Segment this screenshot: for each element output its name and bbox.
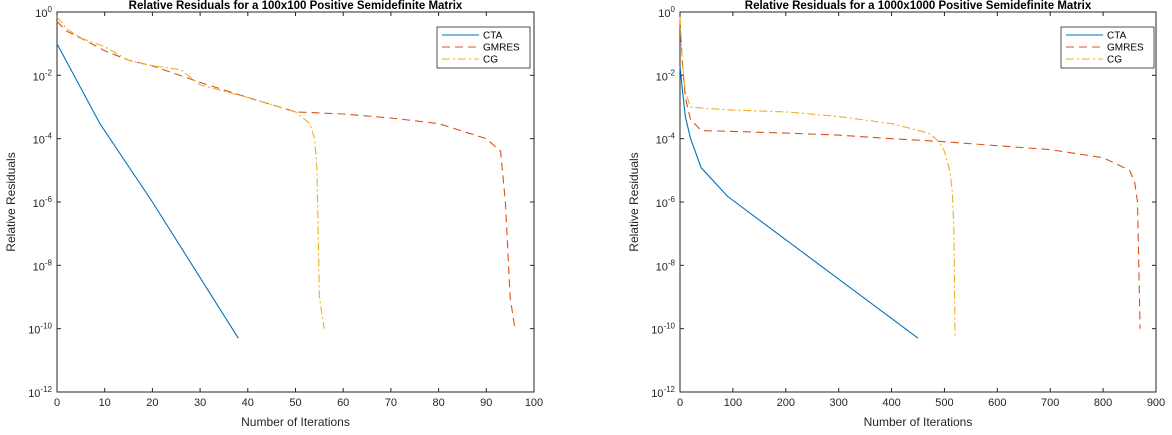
x-tick-label: 200	[777, 397, 795, 409]
x-tick-label: 20	[146, 397, 158, 409]
y-tick-label: 10-2	[33, 68, 53, 83]
x-tick-label: 300	[829, 397, 847, 409]
x-tick-label: 80	[432, 397, 444, 409]
chart-panel-1: Relative Residuals for a 100x100 Positiv…	[4, 0, 543, 429]
legend-box	[1060, 26, 1155, 69]
y-tick-label: 100	[658, 5, 675, 20]
plot-area	[56, 11, 535, 393]
y-tick-label: 10-10	[28, 322, 52, 337]
y-tick-label: 10-2	[656, 68, 676, 83]
legend-label-gmres: GMRES	[483, 43, 520, 54]
y-tick-label: 10-8	[33, 258, 53, 273]
x-tick-label: 400	[882, 397, 900, 409]
x-tick-label: 0	[677, 397, 683, 409]
y-tick-label: 10-8	[656, 258, 676, 273]
chart-panel-2: Relative Residuals for a 1000x1000 Posit…	[627, 0, 1165, 429]
x-tick-label: 100	[724, 397, 742, 409]
x-tick-label: 600	[988, 397, 1006, 409]
x-tick-label: 100	[525, 397, 543, 409]
series-line-cg	[679, 16, 956, 339]
x-tick-label: 90	[480, 397, 492, 409]
y-tick-label: 10-6	[656, 195, 676, 210]
y-tick-label: 10-4	[656, 132, 676, 147]
y-tick-label: 10-12	[651, 385, 675, 400]
y-tick-label: 10-12	[28, 385, 52, 400]
y-tick-label: 10-6	[33, 195, 53, 210]
x-tick-label: 50	[289, 397, 301, 409]
x-axis-label: Number of Iterations	[241, 415, 350, 429]
chart-title: Relative Residuals for a 1000x1000 Posit…	[745, 0, 1092, 12]
y-axis-label: Relative Residuals	[4, 152, 18, 251]
y-tick-label: 10-10	[651, 322, 675, 337]
series-line-cta	[56, 43, 239, 339]
plot-area	[679, 11, 1157, 393]
x-axis-label: Number of Iterations	[864, 415, 973, 429]
x-tick-label: 10	[99, 397, 111, 409]
series-line-gmres	[56, 21, 516, 329]
y-tick-label: 100	[35, 5, 52, 20]
x-tick-label: 500	[935, 397, 953, 409]
x-tick-label: 70	[385, 397, 397, 409]
legend-label-cta: CTA	[483, 31, 503, 42]
legend-label-cta: CTA	[1107, 31, 1127, 42]
legend-label-gmres: GMRES	[1107, 43, 1144, 54]
x-tick-label: 900	[1147, 397, 1165, 409]
series-line-cg	[56, 16, 325, 329]
chart-title: Relative Residuals for a 100x100 Positiv…	[129, 0, 463, 12]
x-tick-label: 800	[1094, 397, 1112, 409]
x-tick-label: 60	[337, 397, 349, 409]
legend-label-cg: CG	[483, 55, 498, 66]
x-tick-label: 40	[242, 397, 254, 409]
x-tick-label: 700	[1041, 397, 1059, 409]
legend-label-cg: CG	[1107, 55, 1122, 66]
series-line-cta	[679, 65, 919, 339]
x-tick-label: 30	[194, 397, 206, 409]
x-tick-label: 0	[54, 397, 60, 409]
y-axis-label: Relative Residuals	[627, 152, 641, 251]
series-line-gmres	[679, 21, 1141, 329]
y-tick-label: 10-4	[33, 132, 53, 147]
legend-box	[436, 26, 531, 69]
